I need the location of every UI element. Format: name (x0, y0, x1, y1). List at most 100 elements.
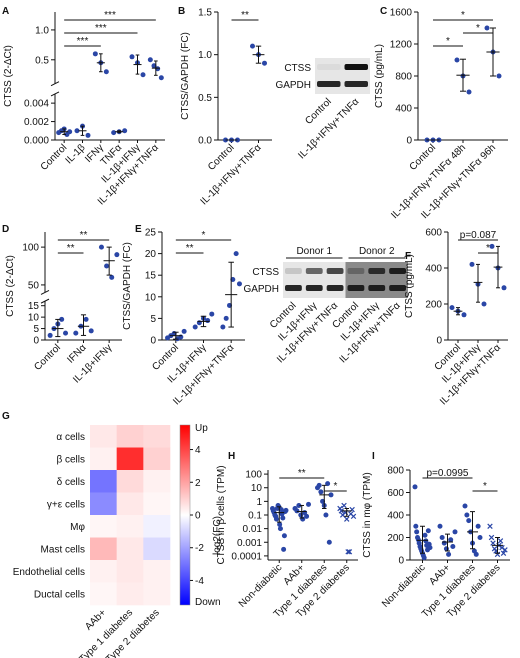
data-point (437, 523, 443, 529)
y-tick-label: 800 (387, 466, 404, 477)
blot-band (285, 268, 302, 274)
blot-band (326, 268, 344, 274)
blot-band (368, 285, 386, 291)
row-label: δ cells (57, 477, 85, 488)
y-tick-label: 10 (28, 313, 40, 324)
data-point (220, 324, 226, 330)
blot-band (344, 64, 368, 70)
panel-label: E (135, 224, 142, 235)
data-point (477, 535, 483, 540)
significance-label: ** (241, 10, 249, 21)
data-point (350, 513, 357, 520)
significance-label: *** (77, 36, 89, 47)
data-point (129, 54, 135, 60)
data-point (413, 523, 419, 529)
y-tick-label: 25 (145, 228, 157, 239)
data-point (441, 540, 447, 546)
y-tick-label: 1600 (390, 8, 413, 19)
heatmap-cell (116, 470, 144, 493)
significance-label: * (446, 36, 450, 47)
row-label: Mφ (70, 522, 85, 533)
data-point (192, 324, 198, 330)
data-point (502, 547, 508, 553)
data-point (484, 25, 490, 31)
y-tick-label: 10 (251, 483, 263, 494)
data-point (114, 252, 120, 258)
significance-label: * (461, 10, 465, 21)
x-tick-label: IL-1β (64, 142, 88, 166)
data-point (454, 57, 460, 63)
data-point (497, 538, 504, 544)
data-point (262, 60, 267, 66)
heatmap-cell (90, 515, 117, 538)
data-point (452, 529, 458, 535)
significance-label: ** (67, 243, 75, 254)
data-point (122, 128, 128, 134)
row-label: Endothelial cells (13, 567, 85, 578)
data-point (223, 315, 229, 321)
data-point (278, 507, 284, 513)
data-point (306, 501, 311, 507)
panel-label: D (2, 224, 9, 235)
data-point (103, 69, 109, 75)
colorbar-tick-label: -4 (195, 576, 204, 587)
y-axis-label: CTSS (2-ΔCt) (3, 45, 14, 107)
row-label: γ+ε cells (47, 499, 85, 510)
y-tick-label: 100 (245, 470, 262, 481)
y-tick-label: 0.000 (24, 136, 49, 147)
data-point (427, 545, 433, 551)
data-point (338, 508, 345, 514)
data-point (281, 546, 287, 552)
y-tick-label: 0 (33, 336, 39, 347)
panel-label: B (178, 6, 185, 17)
y-tick-label: 800 (395, 72, 412, 83)
heatmap-cell (143, 560, 171, 583)
panel-label: F (405, 251, 411, 262)
significance-label: *** (104, 10, 116, 21)
blot-background (345, 262, 408, 298)
data-point (345, 549, 351, 555)
data-point (462, 503, 468, 509)
y-tick-label: 100 (22, 243, 39, 254)
data-point (421, 555, 427, 561)
data-point (346, 549, 353, 555)
data-point (104, 263, 110, 269)
y-tick-label: 0.0 (198, 136, 212, 147)
data-point (181, 328, 187, 334)
row-label: α cells (56, 432, 85, 443)
heatmap-cell (90, 560, 117, 583)
data-point (475, 523, 481, 529)
colorbar-label: log2(FC) (212, 516, 223, 555)
data-point (449, 305, 455, 311)
blot-band (317, 64, 341, 70)
significance-label: p=0.0995 (427, 468, 469, 479)
data-point (423, 538, 429, 544)
data-point (74, 128, 80, 134)
blot-band (326, 285, 344, 291)
blot-band (285, 285, 302, 291)
y-axis-label: CTSS/GAPDH (FC) (180, 32, 191, 120)
blot-band (389, 285, 406, 291)
y-axis-label: CTSS (pg/mL) (374, 44, 385, 108)
data-point (500, 550, 507, 556)
y-tick-label: 0.01 (243, 524, 263, 535)
panel-label: A (2, 6, 9, 17)
heatmap-cell (143, 582, 171, 606)
data-point (328, 492, 334, 498)
y-tick-label: 200 (387, 533, 404, 544)
data-point (412, 484, 418, 490)
data-point (223, 137, 228, 143)
data-point (304, 513, 310, 519)
data-point (316, 482, 322, 488)
y-tick-label: 0 (398, 556, 404, 567)
significance-label: * (202, 230, 206, 241)
panel-label: I (372, 451, 375, 462)
colorbar-low-label: Down (195, 597, 221, 608)
heatmap-cell (143, 492, 171, 516)
y-tick-label: 0 (406, 136, 412, 147)
data-point (151, 63, 157, 69)
panel-label: C (380, 6, 387, 17)
significance-label: * (483, 481, 487, 492)
blot-row-label: CTSS (284, 63, 311, 74)
row-label: Mast cells (41, 544, 85, 555)
